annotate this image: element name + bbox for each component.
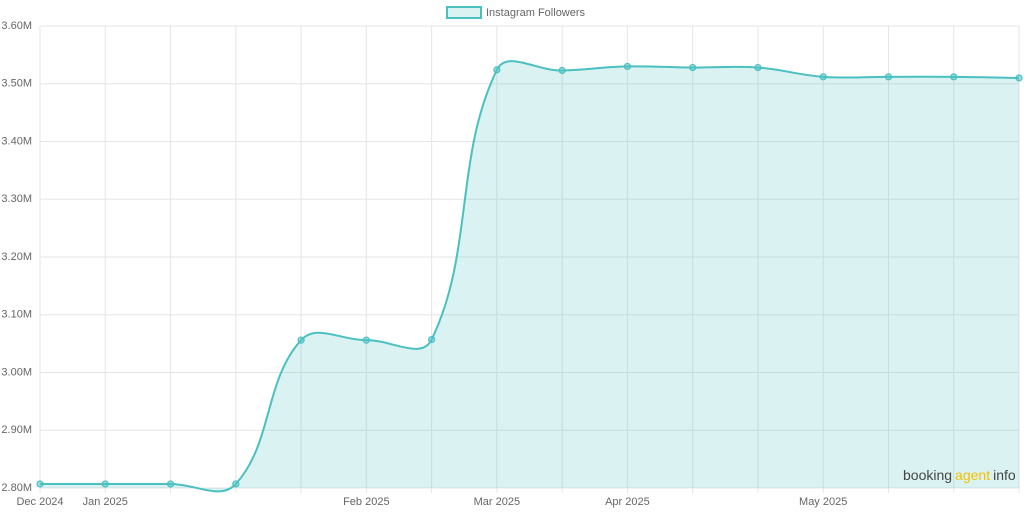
point bbox=[428, 335, 436, 344]
x-tick-label: Jan 2025 bbox=[83, 496, 128, 508]
watermark: booking agent info bbox=[903, 467, 1016, 483]
point bbox=[884, 73, 893, 81]
y-tick-label: 3.30M bbox=[1, 193, 32, 205]
watermark-word: agent bbox=[955, 467, 990, 483]
x-tick-label: Feb 2025 bbox=[343, 496, 389, 508]
x-tick-label: May 2025 bbox=[799, 496, 847, 508]
point bbox=[819, 73, 827, 81]
point bbox=[754, 63, 762, 72]
y-tick-label: 2.80M bbox=[1, 482, 32, 494]
legend-swatch bbox=[446, 6, 482, 19]
y-tick-label: 3.40M bbox=[1, 135, 32, 147]
point bbox=[623, 62, 632, 71]
x-tick-label: Apr 2025 bbox=[605, 496, 650, 508]
y-tick-label: 3.50M bbox=[1, 78, 32, 90]
watermark-word: booking bbox=[903, 467, 952, 483]
y-tick-label: 3.10M bbox=[1, 309, 32, 321]
point bbox=[1015, 74, 1023, 82]
point bbox=[950, 73, 958, 81]
y-tick-label: 2.90M bbox=[1, 424, 32, 436]
point bbox=[36, 480, 44, 488]
point bbox=[493, 66, 501, 74]
point bbox=[166, 480, 175, 488]
y-tick-label: 3.00M bbox=[1, 366, 32, 378]
x-tick-label: Dec 2024 bbox=[16, 496, 63, 508]
x-tick-label: Mar 2025 bbox=[474, 496, 520, 508]
point bbox=[558, 66, 566, 75]
area-fill bbox=[40, 61, 1019, 492]
legend-label: Instagram Followers bbox=[486, 7, 586, 19]
y-tick-label: 3.20M bbox=[1, 251, 32, 263]
point bbox=[362, 336, 370, 344]
watermark-word: info bbox=[993, 467, 1016, 483]
line bbox=[39, 60, 1020, 493]
point bbox=[297, 336, 305, 344]
point bbox=[101, 480, 109, 488]
point bbox=[689, 63, 697, 72]
y-tick-label: 3.60M bbox=[1, 20, 32, 32]
point bbox=[232, 480, 240, 488]
